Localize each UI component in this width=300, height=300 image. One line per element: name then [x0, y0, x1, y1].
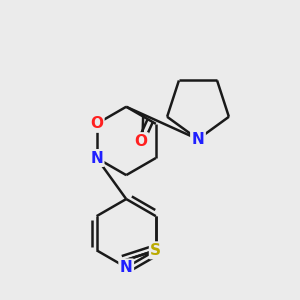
Text: O: O — [134, 134, 147, 148]
Text: N: N — [90, 151, 103, 166]
Text: N: N — [192, 132, 204, 147]
Text: O: O — [90, 116, 103, 131]
Text: S: S — [150, 243, 161, 258]
Text: N: N — [120, 260, 133, 275]
